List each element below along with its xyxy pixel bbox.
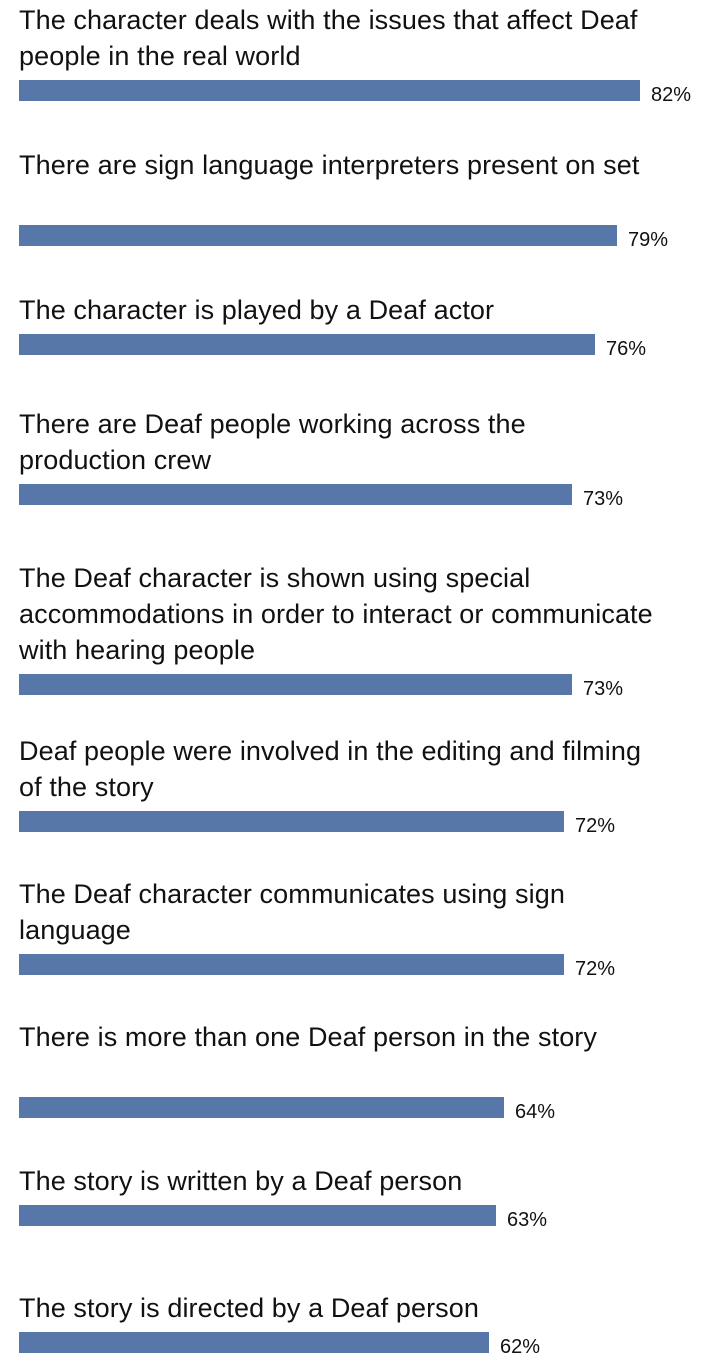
value-label: 72%: [575, 815, 616, 837]
bar: [19, 674, 572, 695]
bar: [19, 1205, 496, 1226]
category-label: The story is directed by a Deaf person: [19, 1293, 480, 1323]
bar: [19, 1332, 489, 1353]
category-label: The character deals with the issues that…: [19, 5, 638, 71]
category-label: The Deaf character is shown using specia…: [19, 563, 653, 665]
category-label: There is more than one Deaf person in th…: [19, 1022, 598, 1052]
value-label: 79%: [628, 229, 669, 251]
bar: [19, 225, 617, 246]
value-label: 73%: [583, 488, 624, 510]
bar: [19, 811, 564, 832]
bar: [19, 954, 564, 975]
bar: [19, 484, 572, 505]
category-label: The Deaf character communicates using si…: [19, 879, 565, 945]
category-label: There are sign language interpreters pre…: [19, 150, 640, 180]
value-label: 73%: [583, 678, 624, 700]
category-label: There are Deaf people working across the…: [19, 409, 526, 475]
value-label: 76%: [606, 338, 647, 360]
value-label: 64%: [515, 1101, 556, 1123]
value-label: 72%: [575, 958, 616, 980]
value-label: 62%: [500, 1336, 541, 1358]
bar: [19, 334, 595, 355]
category-label: The story is written by a Deaf person: [19, 1166, 463, 1196]
category-label: Deaf people were involved in the editing…: [19, 736, 642, 802]
bar: [19, 1097, 504, 1118]
bar: [19, 80, 640, 101]
category-label: The character is played by a Deaf actor: [19, 295, 495, 325]
value-label: 82%: [651, 84, 692, 106]
value-label: 63%: [507, 1209, 548, 1231]
